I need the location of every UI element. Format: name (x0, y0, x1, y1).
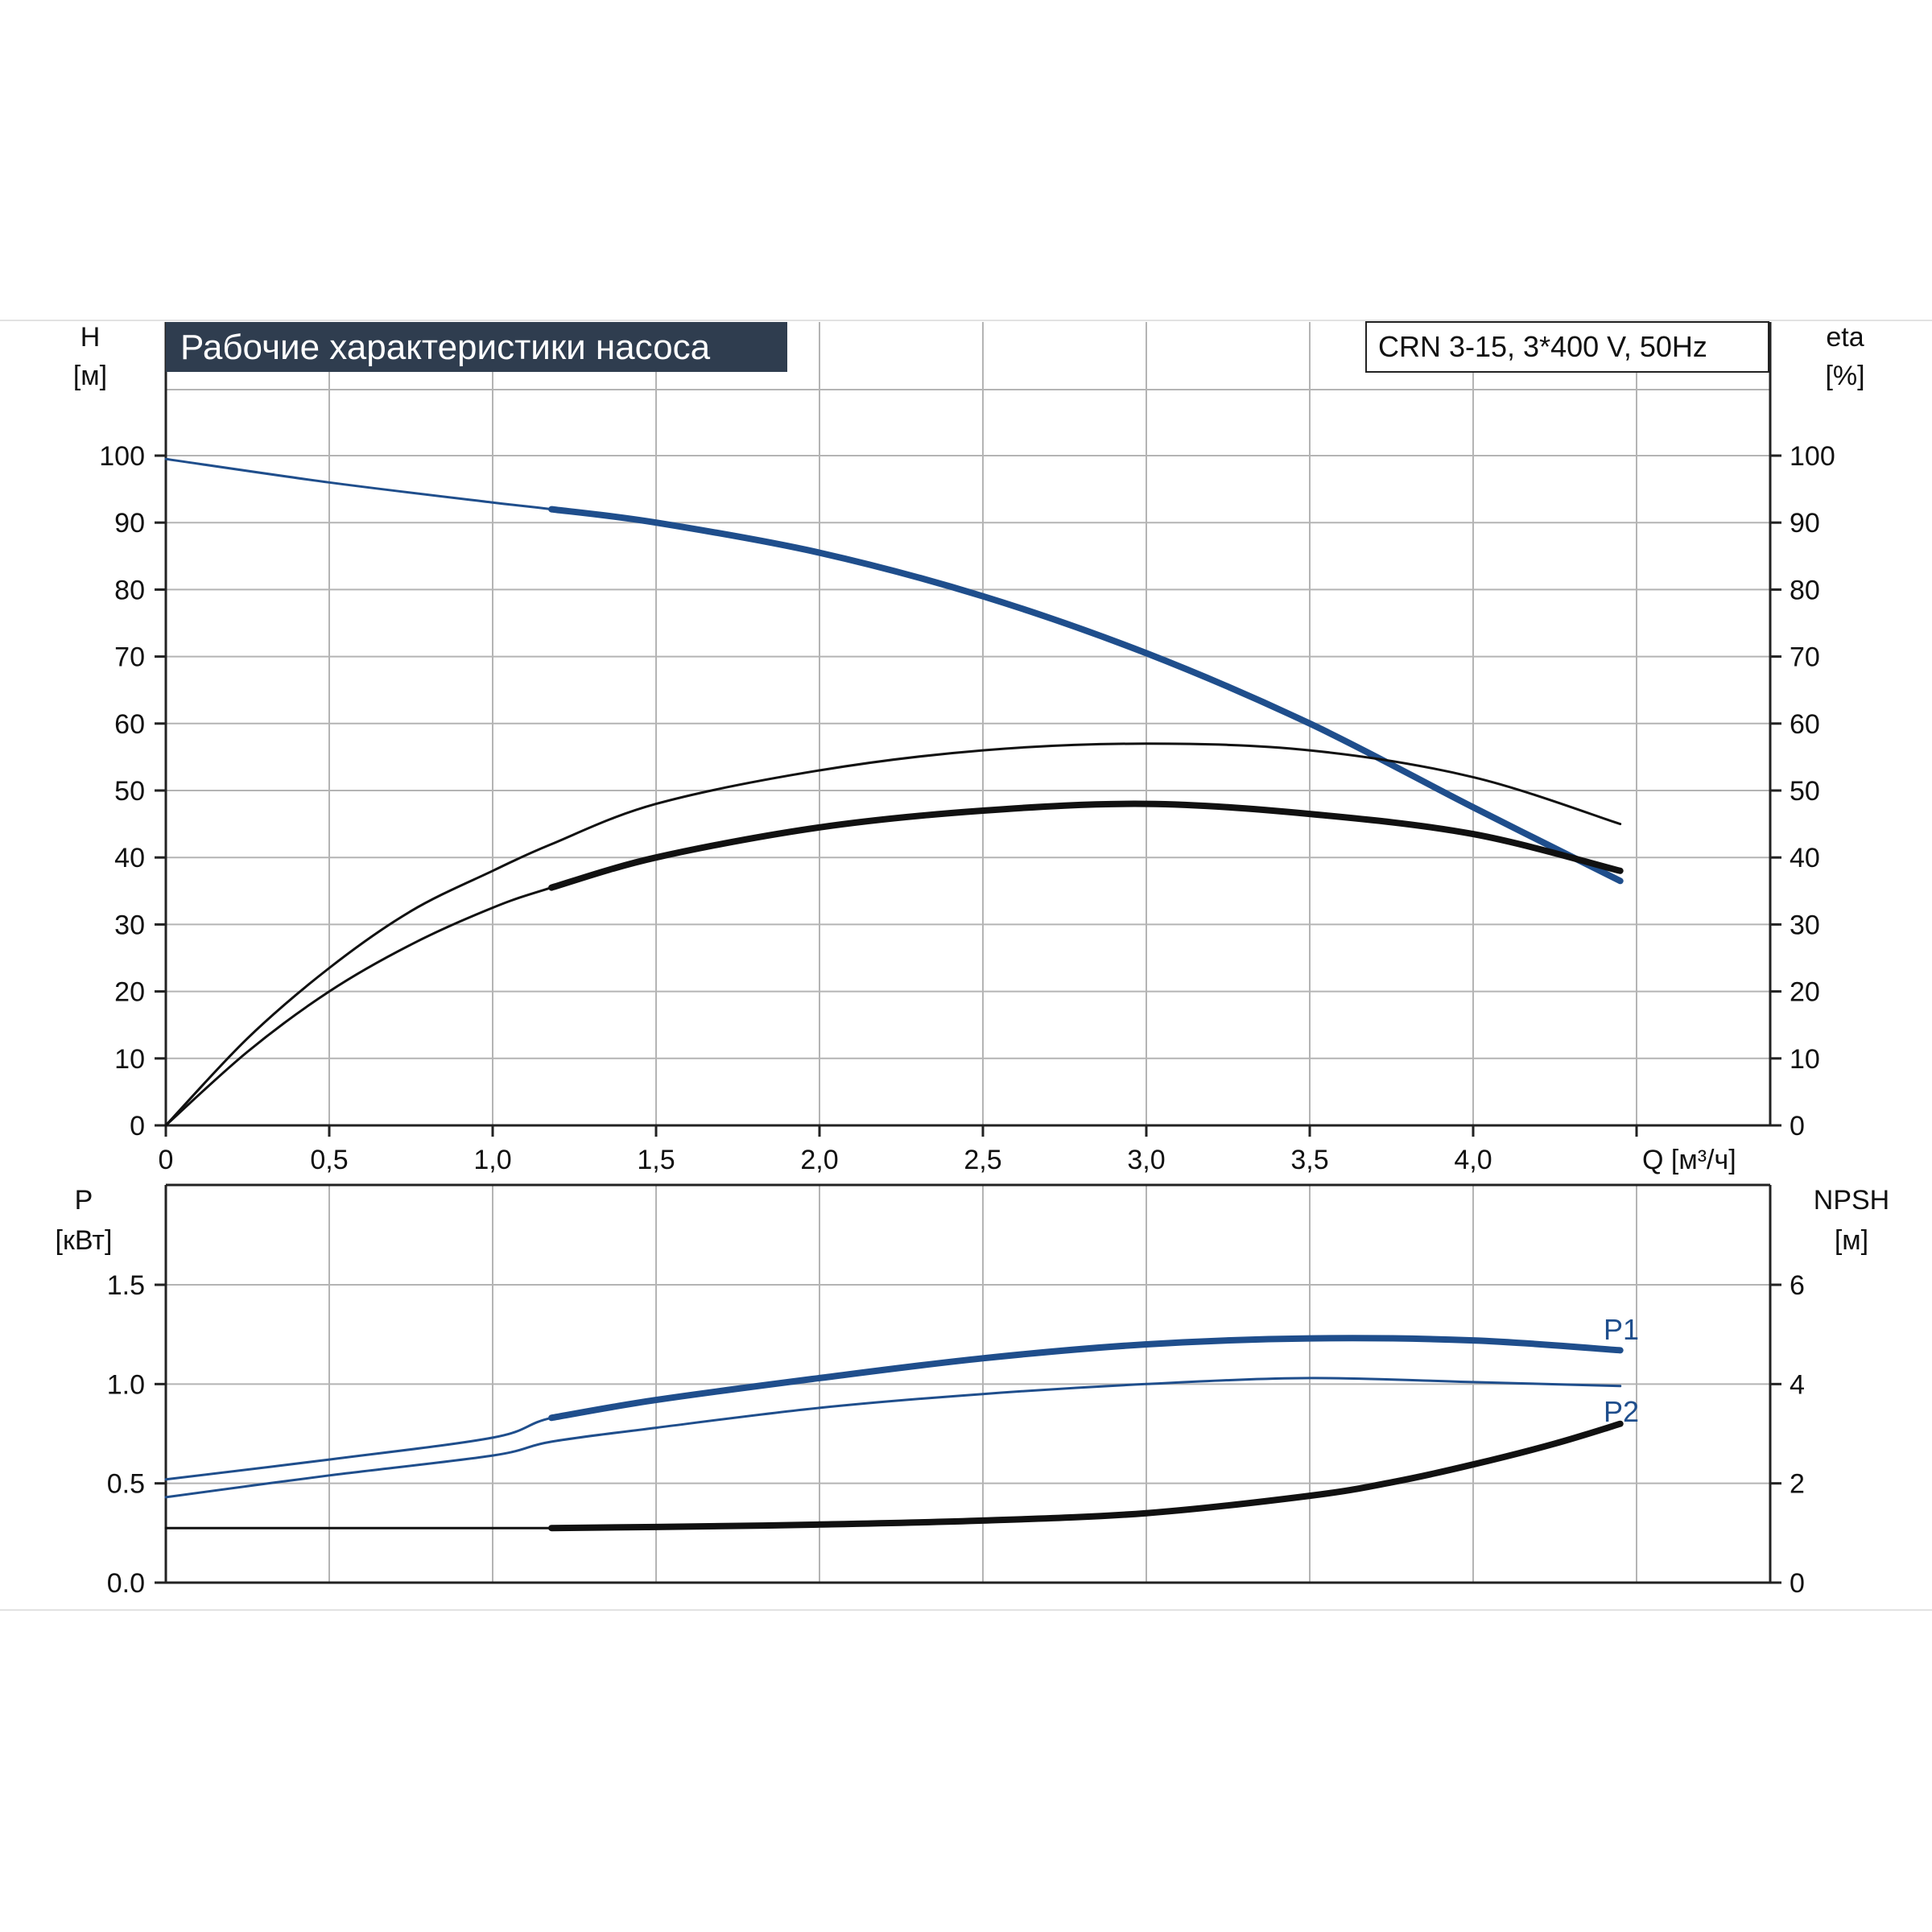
y-axis-unit-right: [%] (1825, 361, 1864, 391)
y-tick-label-right: 0 (1790, 1111, 1805, 1141)
model-box (1365, 321, 1769, 373)
y-tick-label-left: 90 (114, 508, 145, 539)
npsh-curve (164, 1422, 1622, 1530)
x-tick-label: 3,0 (1127, 1145, 1165, 1175)
y-axis-label-left: H (80, 322, 101, 353)
y-tick-label-left: 30 (114, 910, 145, 940)
y-tick-label-right: 10 (1790, 1044, 1820, 1075)
y-tick-label-left: 40 (114, 843, 145, 873)
p1-curve-duty-range (548, 1335, 1624, 1422)
model-label: CRN 3-15, 3*400 V, 50Hz (1378, 330, 1707, 363)
y-tick-label-left: 50 (114, 776, 145, 807)
y-tick-label-left-bottom: 0.0 (107, 1568, 145, 1599)
y-tick-label-right: 40 (1790, 843, 1820, 873)
efficiency-curve (164, 742, 1622, 1127)
x-tick-label: 1,0 (473, 1145, 511, 1175)
y-tick-label-left: 0 (130, 1111, 145, 1141)
y-axis-unit-left: [м] (73, 361, 107, 391)
y-tick-label-right: 80 (1790, 575, 1820, 605)
title-box (166, 322, 787, 372)
x-tick-label: 0 (159, 1145, 174, 1175)
y-tick-label-left: 20 (114, 977, 145, 1008)
npsh-axis-label: NPSH (1814, 1185, 1889, 1216)
y-tick-label-left: 80 (114, 575, 145, 605)
x-tick-label: 0,5 (310, 1145, 348, 1175)
x-tick-label: 2,0 (800, 1145, 838, 1175)
x-tick-label: 3,5 (1290, 1145, 1328, 1175)
y-tick-label-right: 50 (1790, 776, 1820, 807)
x-axis-label: Q [м³/ч] (1642, 1145, 1736, 1175)
x-tick-label: 1,5 (637, 1145, 675, 1175)
y-tick-label-right: 20 (1790, 977, 1820, 1008)
efficiency-curve-2 (164, 803, 1622, 1127)
p1-curve (164, 1336, 1622, 1481)
y-tick-label-right: 90 (1790, 508, 1820, 539)
y-tick-label-left: 10 (114, 1044, 145, 1075)
y-tick-label-right: 70 (1790, 642, 1820, 673)
y-tick-label-right-bottom: 4 (1790, 1369, 1805, 1400)
p2-curve (164, 1377, 1622, 1499)
y-tick-label-left: 60 (114, 709, 145, 740)
npsh-curve-duty-range (548, 1420, 1624, 1532)
p-axis-label: P (75, 1185, 93, 1216)
y-tick-label-left-bottom: 0.5 (107, 1469, 145, 1500)
y-tick-label-left-bottom: 1.5 (107, 1270, 145, 1301)
y-axis-label-right: eta (1826, 322, 1864, 353)
y-tick-label-right-bottom: 0 (1790, 1568, 1805, 1599)
x-tick-label: 2,5 (964, 1145, 1001, 1175)
y-tick-label-right-bottom: 2 (1790, 1469, 1805, 1500)
chart-title: Рабочие характеристики насоса (180, 328, 711, 367)
y-tick-label-right: 60 (1790, 709, 1820, 740)
y-tick-label-right: 100 (1790, 441, 1835, 472)
head-curve-duty-range (548, 506, 1624, 885)
efficiency-curve-2-duty-range (548, 800, 1624, 891)
y-tick-label-left-bottom: 1.0 (107, 1369, 145, 1400)
p1-label: P1 (1604, 1313, 1639, 1346)
p-axis-unit: [кВт] (56, 1225, 113, 1256)
y-tick-label-left: 70 (114, 642, 145, 673)
y-tick-label-right: 30 (1790, 910, 1820, 940)
y-tick-label-left: 100 (99, 441, 145, 472)
y-tick-label-right-bottom: 6 (1790, 1270, 1805, 1301)
npsh-axis-unit: [м] (1835, 1225, 1868, 1256)
p2-label: P2 (1604, 1395, 1639, 1428)
x-tick-label: 4,0 (1454, 1145, 1492, 1175)
